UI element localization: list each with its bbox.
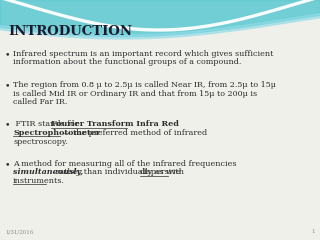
Text: INTRODUCTION: INTRODUCTION <box>8 25 132 38</box>
Text: •: • <box>5 120 11 130</box>
Text: dispersive: dispersive <box>140 168 182 176</box>
Text: Fourier Transform Infra Red: Fourier Transform Infra Red <box>51 120 179 128</box>
Text: Spectrophotometer: Spectrophotometer <box>13 129 100 137</box>
Text: 1/31/2016: 1/31/2016 <box>5 229 33 234</box>
Text: Infrared spectrum is an important record which gives sufficient: Infrared spectrum is an important record… <box>13 50 273 58</box>
Text: •: • <box>5 81 11 90</box>
Text: simultaneously,: simultaneously, <box>13 168 83 176</box>
Text: •: • <box>5 50 11 59</box>
Text: — the preferred method of infrared: — the preferred method of infrared <box>60 129 207 137</box>
Text: rather than individually as with: rather than individually as with <box>53 168 187 176</box>
Text: called Far IR.: called Far IR. <box>13 98 68 106</box>
Text: is called Mid IR or Ordinary IR and that from 15μ to 200μ is: is called Mid IR or Ordinary IR and that… <box>13 90 257 97</box>
Text: information about the functional groups of a compound.: information about the functional groups … <box>13 59 241 66</box>
Text: FTIR stands for: FTIR stands for <box>13 120 81 128</box>
Text: 1: 1 <box>311 229 315 234</box>
Text: The region from 0.8 μ to 2.5μ is called Near IR, from 2.5μ to 15μ: The region from 0.8 μ to 2.5μ is called … <box>13 81 276 89</box>
Text: A method for measuring all of the infrared frequencies: A method for measuring all of the infrar… <box>13 160 236 168</box>
Text: •: • <box>5 160 11 169</box>
Text: instruments.: instruments. <box>13 177 65 185</box>
Text: spectroscopy.: spectroscopy. <box>13 138 68 145</box>
